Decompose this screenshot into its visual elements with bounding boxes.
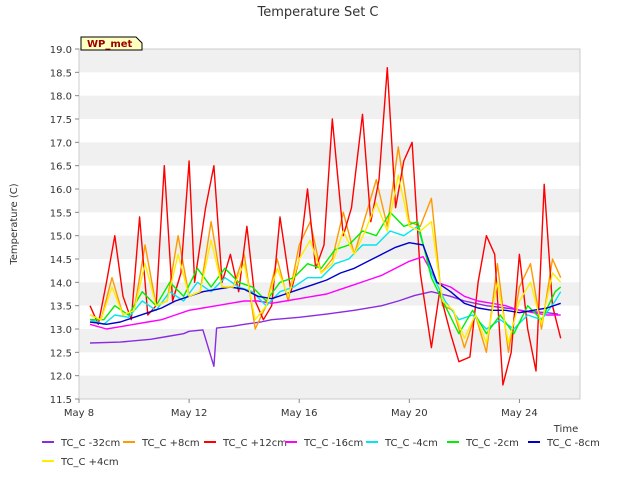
- y-tick-label: 17.5: [50, 115, 72, 126]
- legend-label: TC_C +4cm: [60, 457, 119, 468]
- y-tick-label: 14.0: [50, 278, 72, 289]
- y-tick-label: 11.5: [50, 395, 72, 406]
- legend-label: TC_C -16cm: [303, 438, 363, 449]
- grid-band: [79, 95, 580, 119]
- legend-label: TC_C +12cm: [222, 438, 287, 449]
- legend-item: TC_C +4cm: [42, 457, 119, 468]
- legend-label: TC_C -4cm: [384, 438, 438, 449]
- grid-band: [79, 49, 580, 73]
- y-tick-label: 13.0: [50, 325, 72, 336]
- legend-item: TC_C -8cm: [528, 438, 600, 449]
- series-line-tc-c-4cm: [89, 174, 562, 344]
- legend-label: TC_C -8cm: [546, 438, 600, 449]
- plot-area: [78, 48, 581, 400]
- legend-item: TC_C +12cm: [204, 438, 287, 449]
- legend-item: TC_C -16cm: [285, 438, 363, 449]
- x-tick-label: May 20: [391, 408, 428, 419]
- y-tick-label: 18.0: [50, 92, 72, 103]
- station-badge: WP_met: [80, 36, 143, 51]
- station-label: WP_met: [87, 39, 133, 50]
- y-tick-label: 15.0: [50, 232, 72, 243]
- series-line-tc-c-32cm: [89, 291, 559, 367]
- series-line-tc-c-8cm: [89, 242, 561, 325]
- legend-item: TC_C -32cm: [42, 438, 120, 449]
- y-tick-label: 14.5: [50, 255, 72, 266]
- y-tick-label: 16.5: [50, 162, 72, 173]
- y-tick-label: 18.5: [50, 68, 72, 79]
- y-tick-label: 17.0: [50, 138, 72, 149]
- chart-title: Temperature Set C: [256, 5, 378, 20]
- x-tick-label: May 12: [171, 408, 208, 419]
- series-line-tc-c-12cm: [89, 67, 562, 386]
- grid-band: [79, 282, 580, 306]
- legend-label: TC_C +8cm: [141, 438, 200, 449]
- legend-item: TC_C -2cm: [447, 438, 519, 449]
- legend-item: TC_C +8cm: [123, 438, 200, 449]
- series-line-tc-c-16cm: [89, 256, 561, 330]
- y-tick-label: 12.0: [50, 372, 72, 383]
- x-tick-label: May 16: [281, 408, 318, 419]
- y-tick-label: 16.0: [50, 185, 72, 196]
- grid-band: [79, 329, 580, 353]
- x-tick-label: May 24: [501, 408, 538, 419]
- y-tick-label: 15.5: [50, 208, 72, 219]
- grid-band: [79, 375, 580, 399]
- x-tick-label: May 8: [64, 408, 94, 419]
- y-tick-label: 19.0: [50, 45, 72, 56]
- y-tick-label: 13.5: [50, 302, 72, 313]
- legend-label: TC_C -32cm: [60, 438, 120, 449]
- y-tick-label: 12.5: [50, 348, 72, 359]
- x-axis-label: Time: [553, 424, 578, 435]
- legend-label: TC_C -2cm: [465, 438, 519, 449]
- y-axis-label: Temperature (C): [9, 183, 20, 265]
- grid-band: [79, 235, 580, 259]
- series-line-tc-c-8cm: [89, 146, 562, 353]
- legend-item: TC_C -4cm: [366, 438, 438, 449]
- grid-band: [79, 189, 580, 213]
